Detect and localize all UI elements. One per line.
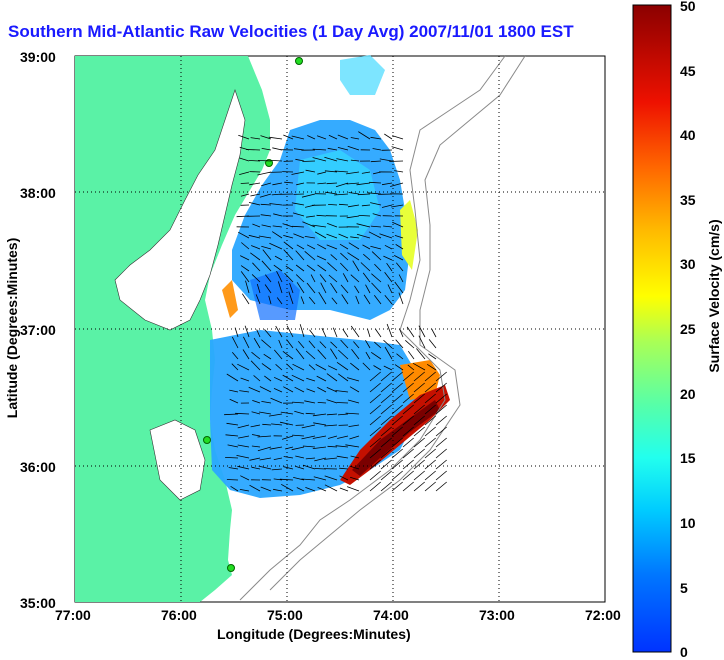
colorbar-tick-label: 0 [680, 644, 688, 660]
velocity-arrow [389, 161, 403, 162]
colorbar-tick-label: 10 [680, 515, 696, 531]
colorbar-tick-label: 15 [680, 450, 696, 466]
velocity-arrow [246, 150, 260, 151]
velocity-arrow [302, 161, 315, 162]
colorbar-tick-label: 5 [680, 580, 688, 596]
y-tick-label: 36:00 [20, 459, 56, 475]
colorbar-tick-label: 45 [680, 63, 696, 79]
y-tick-label: 39:00 [20, 49, 56, 65]
colorbar-tick-label: 50 [680, 0, 696, 14]
x-tick-label: 74:00 [373, 607, 409, 623]
colorbar-tick-label: 20 [680, 386, 696, 402]
x-tick-label: 72:00 [585, 607, 621, 623]
colorbar-tick-label: 40 [680, 127, 696, 143]
x-tick-label: 76:00 [161, 607, 197, 623]
velocity-arrow [227, 480, 238, 481]
velocity-arrow [337, 403, 348, 404]
x-axis-label: Longitude (Degrees:Minutes) [217, 626, 411, 642]
colorbar-tick-label: 30 [680, 256, 696, 272]
velocity-arrow [241, 183, 249, 184]
x-tick-label: 73:00 [479, 607, 515, 623]
colorbar [633, 5, 671, 652]
colorbar-label: Surface Velocity (cm/s) [706, 201, 722, 391]
colorbar-tick-label: 25 [680, 321, 696, 337]
y-tick-label: 35:00 [20, 595, 56, 611]
y-tick-label: 37:00 [20, 322, 56, 338]
y-axis-label: Latitude (Degrees:Minutes) [4, 233, 20, 423]
x-tick-label: 77:00 [55, 607, 91, 623]
x-tick-label: 75:00 [267, 607, 303, 623]
colorbar-tick-label: 35 [680, 192, 696, 208]
y-tick-label: 38:00 [20, 185, 56, 201]
